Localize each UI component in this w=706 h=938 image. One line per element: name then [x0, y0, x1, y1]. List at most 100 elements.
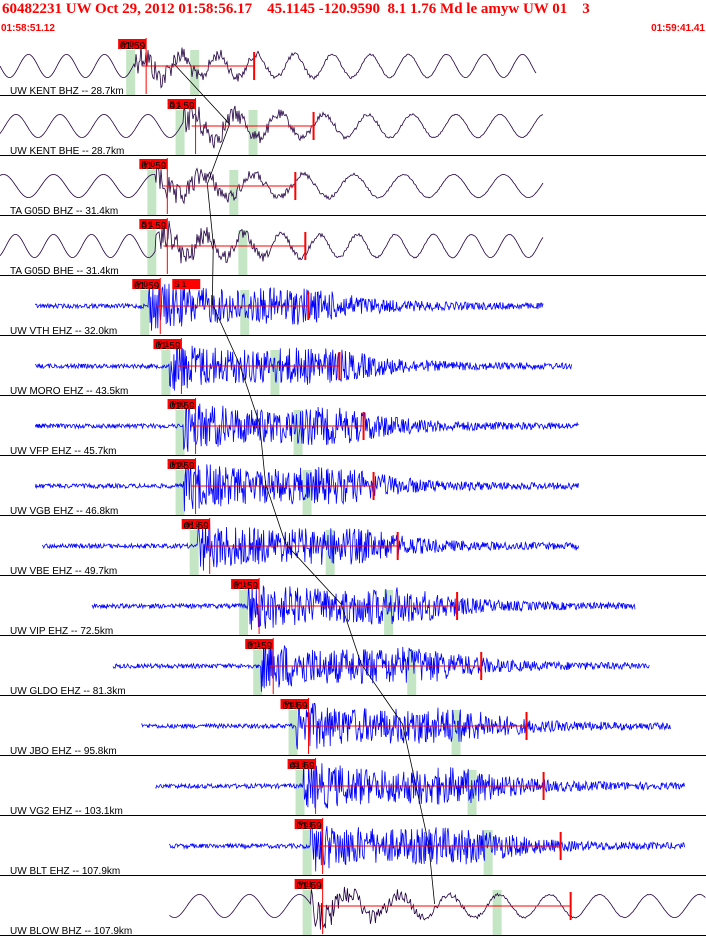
pick-box [139, 219, 168, 229]
station-label: UW JBO EHZ -- 95.8km [10, 746, 117, 757]
pick-window [175, 410, 185, 456]
station-label: UW VG2 EHZ -- 103.1km [10, 806, 123, 817]
trace-time-label: 01:59 [170, 461, 195, 472]
station-label: UW VBE EHZ -- 49.7km [10, 566, 117, 577]
pick-box [132, 279, 161, 289]
pick-window [229, 170, 239, 216]
pick-window [295, 770, 305, 816]
pick-window [238, 230, 248, 276]
pick-window [467, 770, 477, 816]
trace-time-label: 01:59 [233, 581, 258, 592]
waveform-trace [0, 160, 544, 205]
waveform-trace [169, 824, 685, 872]
trace-time-label: 01:59 [155, 341, 180, 352]
waveform-trace [169, 886, 706, 930]
pick-box [153, 339, 182, 349]
pick-box [167, 459, 196, 469]
pick-window [253, 650, 263, 696]
station-label: UW KENT BHE -- 28.7km [10, 146, 124, 157]
waveform-trace [0, 220, 544, 264]
waveform-trace [112, 641, 650, 692]
trace-time-label: 01:59 [141, 221, 166, 232]
seismogram-plot: iP 0 S 1 iP 0 S 1 iP 0 S 1 iP 1 iPd0 iPd0 eP 2 iP … [0, 38, 706, 937]
pick-window [126, 50, 136, 96]
pick-label: iPd0 [170, 400, 187, 409]
trace-labels: 01:59 UW KENT BHZ -- 28.7km 01:59 UW KENT B… [10, 41, 322, 937]
moveout-curves [173, 63, 435, 905]
pick-window [293, 410, 303, 456]
pick-label: iP 1 [233, 580, 247, 589]
event-title: 60482231 UW Oct 29, 2012 01:58:56.17 45.… [2, 1, 590, 17]
pick-box [167, 399, 196, 409]
pick-markers: iP 0 S 1 iP 0 S 1 iP 0 S 1 iP 1 iPd0 iPd0 eP 2 iP … [118, 38, 572, 934]
pick-box [172, 279, 201, 289]
pick-window [161, 350, 171, 396]
trace-time-label: 01:59 [290, 761, 315, 772]
trace-time-label: 01:59 [184, 521, 209, 532]
pick-label: iPd1 [283, 700, 300, 709]
waveform-trace [42, 521, 579, 571]
pick-label: eS 1 [290, 760, 307, 769]
pick-window [189, 530, 199, 576]
pick-window [483, 830, 493, 876]
station-label: UW BLOW BHZ -- 107.9km [10, 926, 132, 937]
pick-label: S 1 [141, 220, 154, 229]
trace-time-label: 01:59 [134, 281, 159, 292]
pick-window [147, 170, 157, 216]
trace-separators [0, 95, 706, 936]
waveform-trace [34, 403, 579, 452]
pick-label: iPd1 [297, 820, 314, 829]
pick-label: iP 0 [134, 280, 148, 289]
pick-window [407, 650, 417, 696]
station-label: UW VIP EHZ -- 72.5km [10, 626, 113, 637]
pick-box [139, 159, 168, 169]
pick-box [118, 39, 147, 49]
waveform-trace [34, 345, 572, 391]
trace-time-label: 01:59 [170, 401, 195, 412]
waveform-trace [91, 581, 636, 630]
pick-window [302, 830, 312, 876]
pick-box [287, 759, 316, 769]
pick-label: S 1 [174, 280, 187, 289]
pick-box [294, 819, 323, 829]
pick-box [231, 579, 260, 589]
pick-window [302, 890, 312, 936]
pick-window [451, 710, 461, 756]
pick-box [181, 519, 210, 529]
waveform-trace [34, 462, 579, 512]
pick-label: iPd1 [297, 880, 314, 889]
pick-window [492, 890, 502, 936]
pick-label: S 1 [170, 100, 183, 109]
pick-label: iP 1 [155, 340, 169, 349]
moveout-curve [173, 63, 435, 905]
pick-window [239, 590, 249, 636]
pick-label: iP 1 [247, 640, 261, 649]
station-label: UW MORO EHZ -- 43.5km [10, 386, 128, 397]
header: 60482231 UW Oct 29, 2012 01:58:56.17 45.… [0, 0, 706, 38]
pick-label: eP 2 [184, 520, 201, 529]
waveform-trace [0, 102, 544, 149]
pick-window [175, 110, 185, 156]
waveform-trace [155, 761, 685, 810]
trace-time-label: 01:59 [297, 881, 322, 892]
pick-label: iP 0 [120, 40, 134, 49]
trace-time-label: 01:59 [297, 821, 322, 832]
pick-box [280, 699, 309, 709]
trace-time-label: 01:59 [247, 641, 272, 652]
pick-box [167, 99, 196, 109]
trace-time-label: 01:59 [283, 701, 308, 712]
station-label: TA G05D BHE -- 31.4km [10, 266, 119, 277]
station-label: UW KENT BHZ -- 28.7km [10, 86, 124, 97]
station-label: UW GLDO EHZ -- 81.3km [10, 686, 126, 697]
pick-window [384, 590, 394, 636]
station-label: UW BLT EHZ -- 107.9km [10, 866, 120, 877]
waveform-trace [0, 44, 537, 89]
station-label: UW VGB EHZ -- 46.8km [10, 506, 118, 517]
pick-box [294, 879, 323, 889]
traces [0, 44, 706, 930]
pick-label: iP 0 [141, 160, 155, 169]
station-label: TA G05D BHZ -- 31.4km [10, 206, 118, 217]
station-label: UW VFP EHZ -- 45.7km [10, 446, 117, 457]
pick-window [288, 710, 298, 756]
pick-window [175, 470, 185, 516]
